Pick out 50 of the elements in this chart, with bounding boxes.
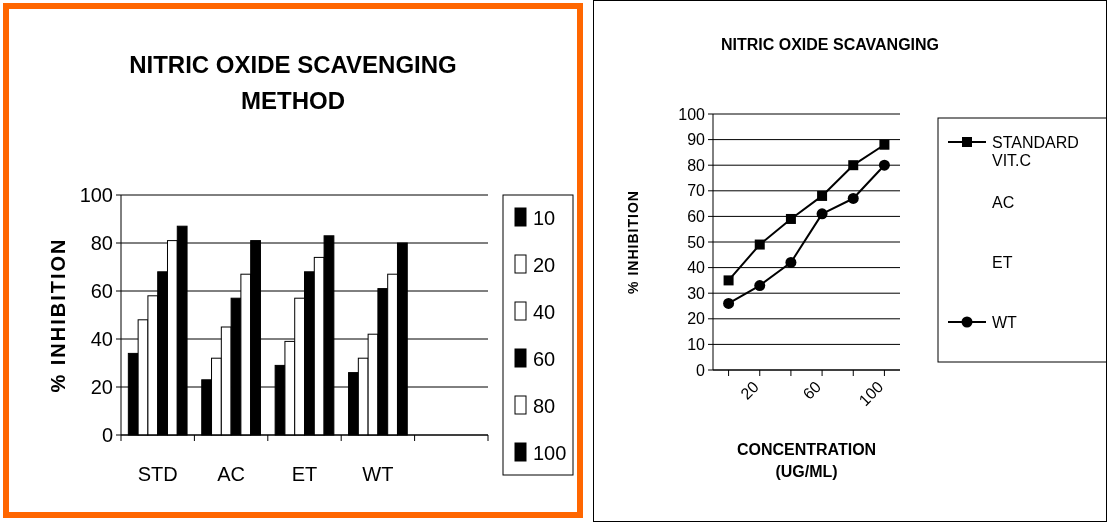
x-tick-label: 20 [737,378,762,403]
legend-label: 40 [533,301,556,323]
y-tick-label: 100 [79,184,113,206]
y-tick-label: 80 [90,232,113,254]
point [785,256,797,268]
y-tick-label: 40 [687,259,706,277]
x-tick-label: STD [137,463,178,485]
point [847,192,859,204]
legend-label: 10 [533,207,556,229]
point [723,297,735,309]
point [754,239,765,250]
x-tick-label: 60 [799,378,825,403]
x-tick-label: ET [291,463,318,485]
chart-title: NITRIC OXIDE SCAVANGING [720,36,940,53]
text: AC [992,194,1015,211]
y-axis-title: % INHIBITION [47,237,69,393]
y-tick-label: 40 [90,328,113,350]
point [848,160,859,171]
y-tick-label: 70 [687,182,706,200]
y-tick-label: 90 [687,131,706,149]
y-tick-label: 80 [687,156,706,174]
point [754,280,766,292]
legend-label: 80 [533,395,556,417]
point [878,159,890,171]
x-tick-label: WT [362,463,394,485]
y-tick-label: 10 [687,336,706,353]
legend-label: WT [992,314,1018,331]
legend-label: 60 [533,348,556,370]
y-axis-title: % INHIBITION [625,190,641,294]
point [817,190,828,201]
x-axis-title: CONCENTRATION (UG/ML) [736,441,877,480]
legend-label: 100 [533,442,567,464]
point [723,275,734,286]
y-tick-label: 50 [687,233,706,251]
y-tick-label: 0 [696,361,706,379]
y-tick-label: 30 [687,284,706,302]
chart-title: NITRIC OXIDE SCAVENGING METHOD [129,51,457,114]
legend-label: 20 [533,254,556,276]
text: ET [992,254,1013,271]
y-tick-label: 60 [90,280,113,302]
point [816,208,828,220]
legend-label: STANDARD VIT.C [992,134,1079,169]
point [879,139,890,150]
y-tick-label: 100 [678,105,706,123]
x-tick-label: AC [217,463,245,485]
point [785,213,796,224]
y-tick-label: 60 [687,208,706,225]
y-tick-label: 0 [101,424,113,446]
y-tick-label: 20 [687,310,706,328]
x-tick-label: 100 [855,378,887,409]
